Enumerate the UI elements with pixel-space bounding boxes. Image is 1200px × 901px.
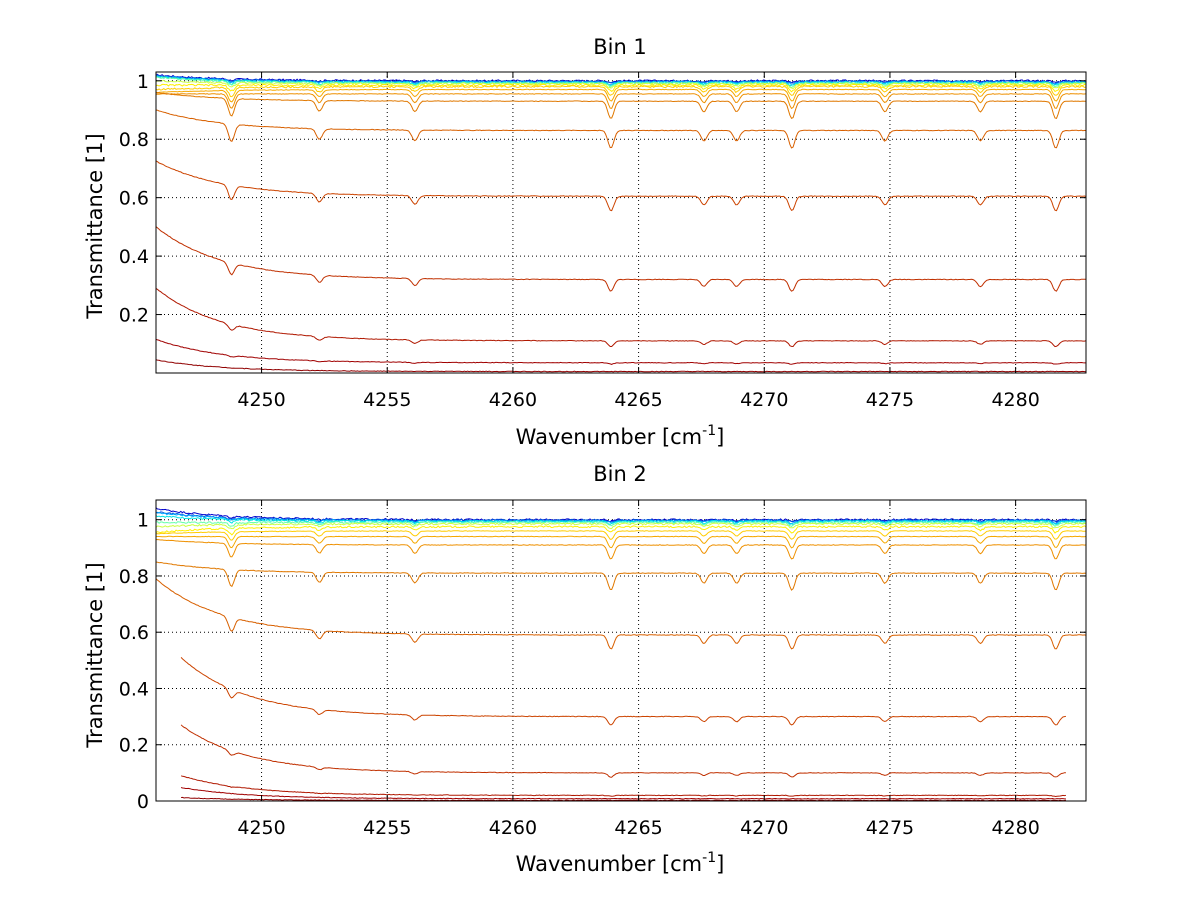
series-line (156, 92, 1086, 119)
x-tick-label: 4255 (363, 817, 411, 839)
series-line (156, 226, 1086, 292)
y-tick-label: 0.8 (119, 129, 149, 151)
series-line (156, 525, 1086, 536)
y-tick-label: 0.4 (119, 246, 149, 268)
plot-frame (155, 71, 1087, 374)
x-tick-label: 4255 (363, 389, 411, 411)
x-tick-label: 4270 (740, 817, 788, 839)
y-tick-label: 0.4 (119, 678, 149, 700)
x-axis-label: Wavenumber [cm-1] (516, 850, 725, 876)
x-tick-label: 4265 (614, 817, 662, 839)
x-tick-label: 4280 (991, 817, 1039, 839)
series-line (180, 787, 1066, 800)
x-tick-label: 4275 (866, 389, 914, 411)
series-line (156, 160, 1086, 212)
series-line (156, 535, 1086, 549)
y-ticks: 0 0.2 0.4 0.6 0.8 1 (119, 510, 1086, 813)
series-line (156, 93, 1086, 110)
x-tick-label: 4260 (489, 389, 537, 411)
series-line (156, 83, 1086, 93)
series-line (156, 522, 1086, 530)
y-axis-label: Transmittance [1] (83, 133, 107, 319)
y-tick-label: 0.6 (119, 622, 149, 644)
series-line (156, 359, 1086, 373)
series-line (156, 530, 1086, 541)
x-tick-label: 4250 (237, 389, 285, 411)
x-tick-label: 4275 (866, 817, 914, 839)
y-tick-label: 0.6 (119, 188, 149, 210)
chart-bin-2: Bin 2 4250 4255 4260 4265 4270 4275 4280 00.20… (83, 462, 1087, 876)
series-line (156, 578, 1086, 650)
x-tick-label: 4280 (991, 389, 1039, 411)
y-tick-label: 1 (137, 71, 149, 93)
x-ticks: 4250 4255 4260 4265 4270 4275 4280 (237, 500, 1040, 839)
plot-frame (155, 499, 1087, 802)
y-tick-label: 1 (137, 510, 149, 532)
x-tick-label: 4250 (237, 817, 285, 839)
series-line (180, 657, 1066, 726)
y-tick-label: 0.8 (119, 566, 149, 588)
series-line (156, 338, 1086, 365)
y-tick-label: 0.2 (119, 305, 149, 327)
x-axis-label: Wavenumber [cm-1] (516, 423, 725, 449)
chart-bin-1: Bin 1 4250 4255 4260 4265 4270 4275 4280 0.20.… (83, 35, 1087, 449)
y-axis-label: Transmittance [1] (83, 562, 107, 748)
series-line (156, 287, 1086, 348)
y-ticks: 0.2 0.4 0.6 0.8 1 (119, 71, 1086, 327)
series-line (156, 561, 1086, 591)
x-tick-label: 4265 (614, 389, 662, 411)
chart-title: Bin 1 (593, 35, 647, 59)
series-line (156, 521, 1086, 527)
x-tick-label: 4260 (489, 817, 537, 839)
x-tick-label: 4270 (740, 389, 788, 411)
series-line (156, 538, 1086, 560)
series-line (156, 88, 1086, 103)
x-ticks: 4250 4255 4260 4265 4270 4275 4280 (237, 72, 1040, 411)
y-tick-label: 0 (137, 791, 149, 813)
chart-title: Bin 2 (593, 462, 647, 486)
series-group (156, 73, 1086, 373)
series-line (180, 775, 1066, 798)
series-line (156, 85, 1086, 98)
y-tick-label: 0.2 (119, 735, 149, 757)
series-line (156, 109, 1086, 149)
series-line (180, 724, 1066, 778)
